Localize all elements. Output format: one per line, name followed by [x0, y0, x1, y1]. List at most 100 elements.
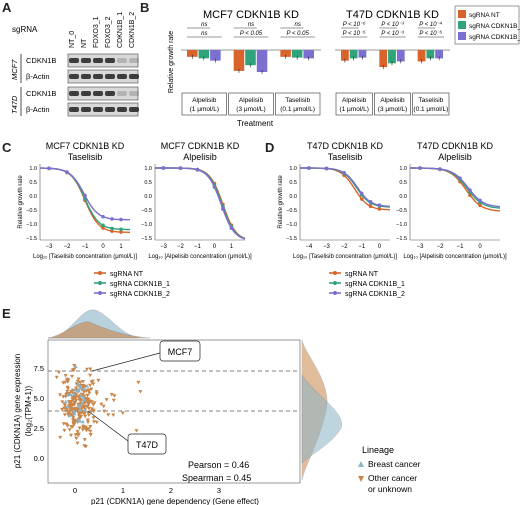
data-point-other [138, 390, 143, 394]
sgrna-label: sgRNA [12, 25, 38, 34]
blot-band [81, 58, 91, 63]
data-point-breast [67, 413, 72, 418]
y-tick-label: −1.5 [396, 236, 407, 242]
data-point-other [91, 408, 96, 413]
data-point-other [104, 398, 109, 402]
legend-label: sgRNA NT [110, 271, 144, 278]
treatment-box [228, 92, 274, 116]
x-axis-label: Log₁₀ [Alpelisib concentration (μmol/L)] [403, 254, 507, 260]
bar [303, 50, 314, 59]
blot-band [129, 74, 139, 79]
dose-response-curve [155, 167, 246, 240]
data-point-breast [68, 392, 73, 396]
blot-band [129, 58, 139, 63]
legend-swatch [458, 21, 466, 29]
data-point-other [75, 379, 80, 384]
data-point [47, 166, 51, 171]
western-blot-panel: sgRNA NT_0 NT FOXO3_1 FOXO3_2 CDKN1B_1 CDKN1B_… [10, 12, 139, 117]
blot-band [105, 91, 115, 96]
data-point [478, 198, 482, 203]
x-tick-label: −1 [457, 244, 465, 250]
data-point-breast [76, 388, 81, 392]
legend-marker [98, 281, 102, 285]
data-point-other [62, 428, 67, 433]
legend-label: sgRNA CDKN1B_2 [110, 291, 170, 298]
data-point [101, 223, 105, 228]
data-point-other [70, 374, 74, 379]
data-point [377, 207, 382, 211]
significance-bottom: P < 0.05 [287, 31, 310, 37]
legend-label: sgRNA NT [345, 271, 379, 278]
x-tick-label: 3 [217, 486, 221, 495]
x-tick-label: −1 [82, 244, 90, 250]
data-point-other [96, 378, 101, 383]
data-point-other [69, 412, 74, 417]
spearman-stat: Spearman = 0.45 [182, 473, 251, 483]
lane-label: FOXO3_2 [105, 16, 112, 48]
treatment-dose: (1 μmol/L) [190, 106, 219, 113]
data-point-other [84, 389, 89, 393]
data-point-breast [82, 398, 87, 402]
blot-band [69, 74, 79, 79]
data-point [161, 166, 166, 170]
y-tick-label: −0.5 [141, 208, 152, 214]
data-point [359, 191, 364, 196]
lane-label: CDKN1B_2 [129, 12, 136, 48]
blot-band [105, 107, 115, 112]
data-point-other [72, 364, 77, 368]
data-point-other [60, 400, 65, 404]
data-point-other [73, 396, 77, 401]
blot-band [117, 58, 127, 63]
bar [198, 50, 210, 59]
data-point-other [79, 392, 84, 397]
treatment-box [335, 92, 373, 116]
data-point-other [112, 394, 117, 398]
data-point [83, 193, 87, 198]
data-point-other [85, 404, 90, 409]
blot-row-label: β-Actin [26, 72, 50, 81]
data-point-breast [76, 381, 81, 386]
bar [233, 50, 245, 71]
data-point-other [69, 400, 74, 404]
data-point-other [65, 389, 70, 394]
x-tick-label: 0 [478, 244, 482, 250]
blot-band [69, 91, 79, 96]
data-point [119, 227, 123, 232]
data-point [195, 168, 200, 172]
legend-label: sgRNA CDKN1B_1 [345, 281, 405, 288]
chart-title: MCF7 CDKN1B KD [203, 9, 299, 21]
data-point-other [88, 373, 93, 378]
data-point [418, 166, 422, 170]
data-point-other [94, 420, 99, 425]
x-axis-label: Log₁₀ [Taselisib concentration (μmol/L)] [33, 254, 137, 260]
data-point-other [89, 387, 94, 391]
y-tick-label: −1.5 [141, 236, 152, 242]
chart-subtitle: Taselisib [68, 152, 103, 162]
legend-swatch [458, 10, 466, 18]
data-point-other [70, 398, 75, 402]
significance-top: ns [294, 22, 300, 28]
data-point-other [65, 380, 70, 384]
data-point-other [89, 400, 94, 404]
data-point [101, 214, 105, 219]
data-point [110, 229, 114, 233]
significance-top: ns [201, 22, 207, 28]
significance-top: P < 10⁻⁶ [343, 21, 366, 28]
data-point-other [90, 379, 95, 384]
data-point-other [120, 411, 125, 415]
data-point-other [91, 382, 96, 386]
data-point [324, 166, 329, 171]
bar [210, 50, 221, 61]
legend-marker-breast [358, 461, 364, 467]
data-point-other [87, 391, 92, 395]
legend-label: sgRNA CDKN1B_2 [345, 291, 405, 298]
data-point-other [81, 384, 86, 388]
chart-subtitle: Taselisib [328, 152, 363, 162]
lane-label: CDKN1B_1 [117, 12, 124, 48]
data-point-other [92, 401, 97, 405]
data-point [110, 217, 114, 221]
x-tick-label: 0 [378, 244, 382, 250]
legend-label: sgRNA CDKN1B_1 [469, 23, 520, 30]
y-tick-label: 1.0 [289, 166, 297, 172]
data-point-other [86, 420, 90, 425]
